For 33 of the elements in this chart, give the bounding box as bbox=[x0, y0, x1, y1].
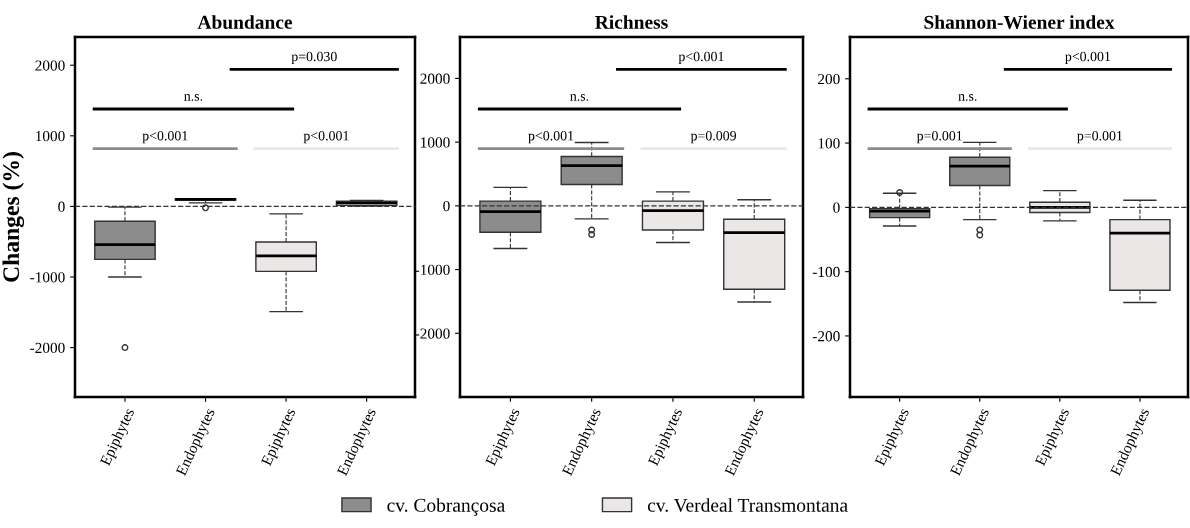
chart-title: Abundance bbox=[197, 15, 293, 29]
annotation: n.s. bbox=[184, 94, 203, 101]
legend-label: cv. Cobrançosa bbox=[387, 498, 505, 516]
annotation: n.s. bbox=[570, 94, 589, 101]
annotation: p<0.001 bbox=[303, 131, 349, 144]
y-tick-label: -100 bbox=[812, 266, 840, 278]
annotation: p=0.001 bbox=[1077, 131, 1123, 144]
annotation: p<0.001 bbox=[1065, 51, 1111, 64]
chart-title: Shannon-Wiener index bbox=[924, 15, 1115, 29]
y-tick-label: 2000 bbox=[35, 60, 65, 71]
y-tick-label: 0 bbox=[58, 201, 65, 212]
y-axis-title: Changes (%) bbox=[2, 152, 25, 282]
annotation: p=0.001 bbox=[916, 131, 962, 144]
y-tick-label: -200 bbox=[812, 331, 840, 342]
y-tick-label: 100 bbox=[818, 138, 840, 149]
y-tick-label: 1000 bbox=[421, 137, 450, 148]
annotation: p<0.001 bbox=[142, 131, 188, 144]
annotation: p<0.001 bbox=[678, 51, 724, 64]
annotation: p=0.030 bbox=[291, 51, 337, 64]
y-tick-label: 200 bbox=[818, 73, 840, 85]
y-tick-label: 0 bbox=[833, 202, 840, 213]
annotation: p<0.001 bbox=[528, 131, 574, 144]
annotation: n.s. bbox=[958, 94, 977, 101]
annotation: p=0.009 bbox=[690, 131, 737, 144]
y-tick-label: -1000 bbox=[30, 272, 65, 283]
y-tick-label: 1000 bbox=[36, 130, 65, 142]
y-tick-label: -2000 bbox=[415, 328, 450, 339]
y-tick-label: -2000 bbox=[30, 342, 65, 354]
y-tick-label: 2000 bbox=[420, 73, 450, 84]
legend-label: cv. Verdeal Transmontana bbox=[647, 498, 848, 512]
chart-title: Richness bbox=[595, 15, 668, 29]
y-tick-label: -1000 bbox=[415, 264, 450, 276]
y-tick-label: 0 bbox=[443, 200, 450, 212]
